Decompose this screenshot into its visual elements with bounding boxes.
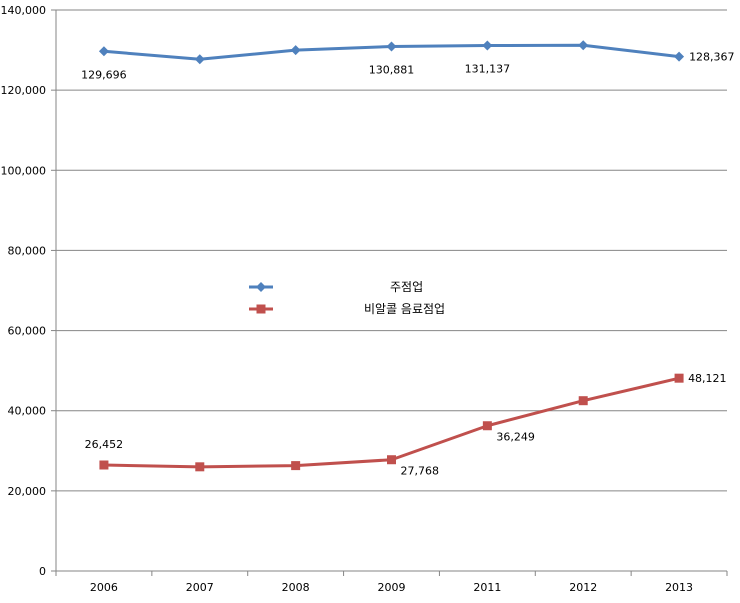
data-label: 26,452 [85,438,124,451]
y-tick-label: 20,000 [8,485,47,498]
x-tick-label: 2009 [378,581,406,594]
y-tick-label: 60,000 [8,325,47,338]
data-label: 128,367 [689,51,735,64]
y-tick-label: 0 [39,565,46,578]
y-tick-label: 100,000 [1,164,47,177]
data-label: 48,121 [688,372,727,385]
series-marker [482,421,492,431]
series-marker [674,373,684,383]
x-tick-label: 2012 [569,581,597,594]
x-tick-label: 2006 [90,581,118,594]
legend-label: 주점업 [390,280,423,294]
y-tick-label: 120,000 [1,84,47,97]
series-marker [195,462,205,472]
series-marker [578,396,588,406]
gridlines [56,9,727,492]
series-marker [387,455,396,465]
y-tick-label: 140,000 [1,4,47,17]
series-marker [290,45,301,56]
series-marker [291,461,301,471]
y-axis-ticks: 0 20,000 40,000 60,000 80,000 100,000 120,000 1… [1,4,56,578]
series-marker [386,41,397,52]
series-line [103,376,680,469]
data-labels: 129,696 130,881 131,137 128,367 26,452 27,768… [81,51,734,478]
data-label: 36,249 [496,431,535,444]
x-tick-label: 2013 [665,581,693,594]
y-tick-label: 40,000 [8,405,47,418]
series-marker [98,46,109,57]
axes [55,10,727,572]
x-tick-label: 2011 [473,581,501,594]
series-marker [194,54,205,65]
x-tick-label: 2007 [186,581,214,594]
series-marker [482,40,493,51]
y-tick-label: 80,000 [8,244,47,257]
data-label: 27,768 [401,465,440,478]
legend-swatch-marker [256,304,266,314]
series-group [98,40,685,472]
legend-label: 비알콜 음료점업 [364,302,445,316]
data-label: 130,881 [369,64,415,77]
data-label: 129,696 [81,68,127,81]
series-marker [578,40,589,51]
series-marker [674,51,685,62]
legend-swatch-marker [256,282,266,292]
x-axis-ticks: 2006 2007 2008 2009 2011 2012 2013 [55,571,728,594]
x-tick-label: 2008 [282,581,310,594]
series-marker [99,460,109,470]
data-label: 131,137 [465,63,511,76]
